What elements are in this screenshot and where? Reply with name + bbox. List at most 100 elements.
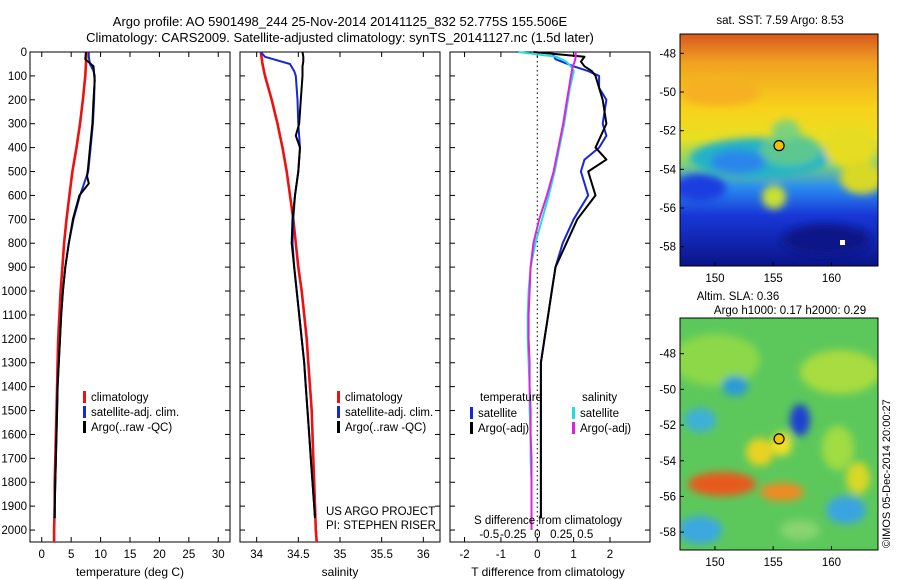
depth-tick-label: 800: [8, 238, 27, 250]
legend-swatch: [337, 391, 340, 403]
map-y-tick-label: -54: [659, 456, 676, 468]
header-line-2: Climatology: CARS2009. Satellite-adjuste…: [86, 30, 594, 45]
depth-tick-label: 900: [8, 262, 27, 274]
depth-tick-label: 1500: [1, 406, 27, 418]
series-line-0: [52, 51, 88, 542]
series-line-0: [259, 51, 318, 543]
legend-swatch: [337, 421, 340, 433]
difference-series-line-1: [533, 51, 608, 519]
legend-swatch: [83, 406, 86, 418]
x-tick-label: 34: [250, 549, 263, 561]
legend-group-title: temperature: [480, 392, 542, 404]
sla-map-image: [680, 318, 878, 550]
sst-map-frame: [679, 33, 879, 267]
map-y-tick-label: -58: [659, 242, 676, 254]
depth-tick-label: 0: [21, 47, 27, 59]
map-y-tick-label: -48: [659, 349, 676, 361]
temperature-xlabel: temperature (deg C): [76, 565, 184, 579]
map-y-tick-label: -54: [659, 164, 676, 176]
map-y-tick-label: -50: [659, 384, 676, 396]
x-tick-label: 10: [94, 549, 107, 561]
x-tick-label: -2: [459, 549, 469, 561]
legend-label: satellite: [580, 408, 619, 420]
map-y-tick-label: -56: [659, 491, 676, 503]
pi-annotation: PI: STEPHEN RISER: [326, 520, 436, 532]
legend-label: Argo(-adj): [478, 423, 529, 435]
x-tick-label: 0: [534, 549, 540, 561]
depth-tick-label: 1100: [2, 310, 27, 322]
salinity-legend: climatology satellite-adj. clim. Argo(..ra…: [337, 391, 433, 434]
x-tick-label: 25: [182, 549, 195, 561]
map-x-tick-label: 155: [764, 557, 783, 569]
map-y-tick-label: -48: [659, 48, 676, 60]
profile-location-marker-sst: [773, 140, 785, 152]
s-difference-axis-label: S difference from climatology: [474, 515, 622, 527]
x-tick-label: 1: [570, 549, 576, 561]
depth-tick-label: 700: [8, 214, 27, 226]
sla-map-subtitle: Argo h1000: 0.17 h2000: 0.29: [714, 305, 866, 317]
legend-label: Argo(-adj): [580, 423, 631, 435]
legend-label: climatology: [91, 392, 149, 404]
difference-series-line-2: [517, 51, 575, 530]
header-line-1: Argo profile: AO 5901498_244 25-Nov-2014…: [112, 14, 568, 29]
x-tick-label: 0: [39, 549, 45, 561]
map-x-tick-label: 150: [705, 557, 724, 569]
depth-tick-label: 1300: [1, 358, 27, 370]
difference-series-line-3: [527, 52, 577, 530]
legend-group-title: salinity: [582, 392, 617, 404]
x-tick-label: -1: [496, 549, 506, 561]
map-y-tick-label: -56: [659, 203, 676, 215]
legend-label: climatology: [345, 392, 403, 404]
project-annotation: US ARGO PROJECT: [326, 506, 435, 518]
series-line-1: [260, 51, 316, 519]
x-tick-label: 34.5: [287, 549, 309, 561]
depth-tick-label: 400: [8, 143, 27, 155]
map-x-tick-label: 150: [705, 273, 724, 285]
legend-label: Argo(..raw -QC): [345, 422, 426, 434]
salinity-xlabel: salinity: [322, 565, 359, 579]
legend-label: Argo(..raw -QC): [91, 422, 172, 434]
imos-timestamp: ©IMOS 05-Dec-2014 20:00:27: [881, 399, 893, 548]
legend-swatch: [83, 391, 86, 403]
depth-tick-label: 1400: [1, 382, 27, 394]
legend-swatch: [572, 422, 575, 434]
difference-series-line-0: [539, 51, 608, 519]
depth-tick-label: 200: [8, 95, 27, 107]
t-difference-xlabel: T difference from climatology: [471, 565, 625, 579]
legend-label: satellite-adj. clim.: [345, 407, 433, 419]
salinity-panel: 34 34.5 35 35.5 36 salinity climatology satel…: [239, 51, 441, 579]
depth-tick-label: 1900: [1, 501, 27, 513]
x-tick-label: 5: [68, 549, 74, 561]
temperature-panel: 0100200300400500600700800900100011001200…: [1, 47, 231, 579]
depth-tick-label: 500: [8, 167, 27, 179]
x-tick-label: 20: [153, 549, 166, 561]
legend-swatch: [470, 422, 473, 434]
x-tick-label: 35.5: [370, 549, 392, 561]
x-tick-label: 30: [212, 549, 225, 561]
map-x-tick-label: 160: [822, 557, 841, 569]
x-tick-label: 35: [334, 549, 347, 561]
map-y-tick-label: -52: [659, 126, 676, 138]
legend-swatch: [337, 406, 340, 418]
series-line-2: [290, 51, 316, 519]
legend-label: satellite: [478, 408, 517, 420]
series-line-2: [53, 51, 96, 519]
s-tick-label: 0.25: [550, 529, 572, 541]
legend-swatch: [83, 421, 86, 433]
depth-tick-label: 1200: [1, 334, 27, 346]
depth-tick-label: 600: [8, 190, 27, 202]
depth-tick-label: 300: [8, 119, 27, 131]
difference-legend: temperature satellite Argo(-adj) salinity sa…: [470, 392, 631, 435]
s-tick-label: 0: [534, 529, 540, 541]
map-x-tick-label: 160: [822, 273, 841, 285]
temperature-legend: climatology satellite-adj. clim. Argo(..ra…: [83, 391, 179, 434]
s-tick-label: 0.5: [577, 529, 593, 541]
sst-map-title: sat. SST: 7.59 Argo: 8.53: [716, 15, 843, 27]
salinity-plot-frame: [239, 51, 441, 543]
sla-map-title: Altim. SLA: 0.36: [697, 291, 779, 303]
map-y-tick-label: -58: [659, 527, 676, 539]
map-y-tick-label: -50: [659, 87, 676, 99]
sst-map-panel: sat. SST: 7.59 Argo: 8.53 150 155 160 -48 -5…: [659, 15, 879, 285]
depth-tick-label: 100: [8, 71, 27, 83]
